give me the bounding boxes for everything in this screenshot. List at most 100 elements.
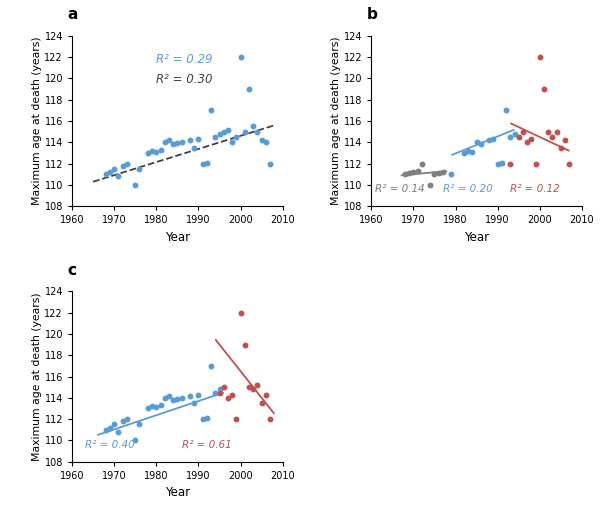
Point [502,106,511,114]
Point [215,130,224,138]
Point [493,160,503,168]
Point [459,149,469,157]
Point [130,437,140,445]
X-axis label: Year: Year [464,231,489,244]
Point [548,133,557,141]
Point [227,138,237,146]
Point [143,149,152,157]
Point [257,136,266,144]
Point [265,415,275,423]
Point [556,144,566,152]
Point [409,168,418,176]
Point [134,420,144,428]
Point [552,128,562,136]
Point [194,390,203,399]
Point [185,136,195,144]
Point [240,128,250,136]
Point [506,160,515,168]
Point [147,402,157,410]
Point [253,128,262,136]
Point [248,122,258,130]
Text: R² = 0.12: R² = 0.12 [511,184,560,194]
Point [177,394,187,402]
Point [219,383,229,391]
Point [105,168,115,176]
Point [160,138,170,146]
Point [151,148,161,156]
Point [497,159,507,167]
Point [506,133,515,141]
X-axis label: Year: Year [165,231,190,244]
Point [404,169,414,177]
Point [484,136,494,144]
Text: R² = 0.40: R² = 0.40 [85,440,134,450]
Point [544,128,553,136]
Text: R² = 0.61: R² = 0.61 [182,440,232,450]
Point [215,388,224,397]
Point [261,138,271,146]
Point [109,420,119,428]
Point [173,140,182,148]
Point [190,144,199,152]
Point [211,388,220,397]
Point [227,390,237,399]
Point [169,396,178,404]
Point [215,385,224,393]
Point [518,128,528,136]
Point [265,160,275,168]
Point [198,415,208,423]
Point [560,136,570,144]
Point [156,401,166,409]
Point [244,85,254,93]
Point [430,170,439,179]
Point [236,53,245,61]
Point [476,141,485,149]
Point [425,181,435,189]
Point [113,172,123,181]
Point [113,428,123,436]
Point [190,399,199,407]
Point [400,170,410,179]
Point [446,170,456,179]
Point [143,404,152,412]
Y-axis label: Maximum age at death (years): Maximum age at death (years) [32,292,41,461]
X-axis label: Year: Year [165,486,190,499]
Point [134,165,144,173]
Point [164,136,174,144]
Point [434,169,443,177]
Point [531,160,541,168]
Text: R² = 0.14: R² = 0.14 [376,184,425,194]
Point [472,138,481,146]
Point [535,53,545,61]
Point [109,165,119,173]
Point [539,85,549,93]
Point [185,391,195,400]
Y-axis label: Maximum age at death (years): Maximum age at death (years) [32,37,41,205]
Point [177,138,187,146]
Text: b: b [367,7,378,22]
Point [467,148,477,156]
Point [438,168,448,176]
Point [248,385,258,393]
Point [122,415,131,423]
Point [253,381,262,389]
Point [523,138,532,146]
Point [219,128,229,136]
Text: a: a [68,7,78,22]
Point [194,135,203,143]
Text: c: c [68,263,77,278]
Point [147,147,157,155]
Point [101,426,110,434]
Point [151,403,161,411]
Y-axis label: Maximum age at death (years): Maximum age at death (years) [331,37,341,205]
Point [463,147,473,155]
Point [488,135,498,143]
Text: R² = 0.30: R² = 0.30 [156,73,213,86]
Point [510,130,520,138]
Point [101,170,110,179]
Point [160,394,170,402]
Point [565,160,574,168]
Point [236,309,245,317]
Point [169,141,178,149]
Point [206,362,216,370]
